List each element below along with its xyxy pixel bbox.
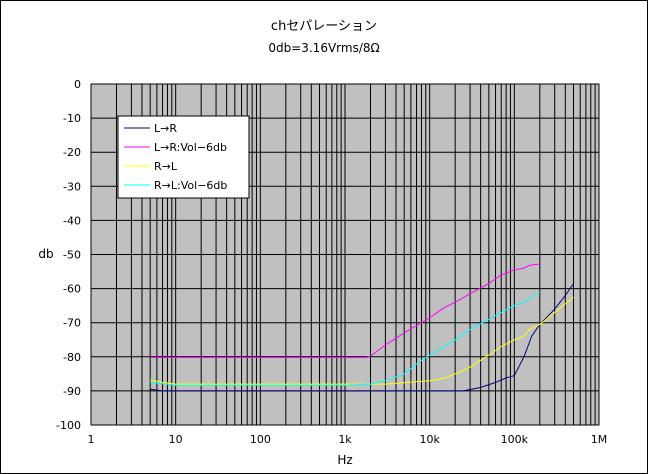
legend-label: R→L:Vol−6db [154,179,227,192]
y-tick-label: 0 [74,78,81,91]
x-tick-label: 1M [591,433,608,446]
x-tick-label: 1k [338,433,352,446]
y-tick-label: -20 [63,146,81,159]
y-tick-labels: 0 -10 -20 -30 -40 -50 -60 -70 -80 -90 -100 [56,78,81,432]
chart-title: chセパレーション [271,19,377,34]
legend-label: L→R:Vol−6db [154,141,227,154]
y-tick-label: -30 [63,180,81,193]
x-tick-label: 10k [419,433,440,446]
y-tick-label: -80 [63,351,81,364]
y-tick-label: -70 [63,317,81,330]
series-lines [150,263,574,392]
series-line-3 [150,296,574,385]
x-tick-label: 100 [250,433,271,446]
legend-label: L→R [154,122,177,135]
y-tick-label: -50 [63,249,81,262]
legend: L→R L→R:Vol−6db R→L R→L:Vol−6db [117,115,250,199]
x-tick-label: 10 [169,433,183,446]
legend-box [117,115,250,199]
y-tick-label: -10 [63,112,81,125]
y-tick-label: -90 [63,385,81,398]
series-line-4 [150,291,541,386]
x-tick-labels: 1 10 100 1k 10k 100k 1M [88,433,608,446]
x-axis-label: Hz [337,453,352,467]
x-tick-label: 1 [88,433,95,446]
legend-label: R→L [154,160,178,173]
x-tick-label: 100k [501,433,529,446]
y-tick-label: -40 [63,214,81,227]
y-tick-label: -60 [63,283,81,296]
y-axis-label: db [38,247,53,261]
chart-subtitle: 0db=3.16Vrms/8Ω [268,41,379,55]
series-line-2 [150,263,540,358]
y-tick-label: -100 [56,419,81,432]
